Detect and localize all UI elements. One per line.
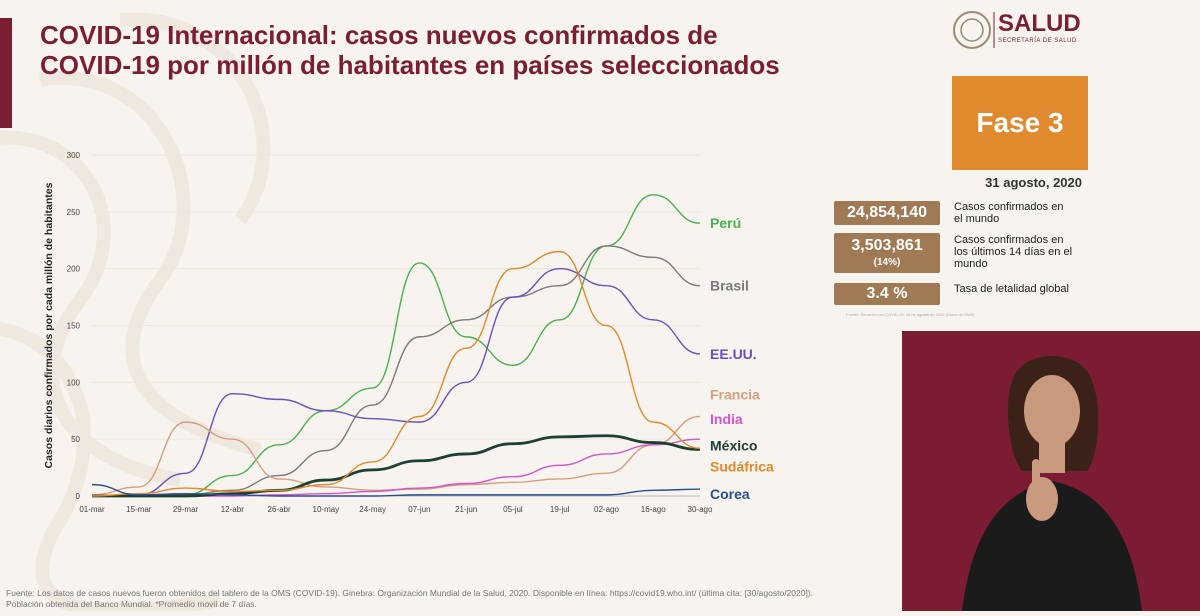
line-chart: 0 50 100 150 200 250 300 01-mar 15-mar 29-mar 12-a…	[43, 151, 774, 514]
y-tick-label: 50	[71, 435, 80, 444]
x-tick-label: 29-mar	[173, 505, 199, 514]
stat-recent-cases-value: 3,503,861	[851, 237, 923, 254]
series-line-Sudáfrica	[91, 250, 701, 497]
stat-source: Fuente: Situación por COVID-19, 30 de ag…	[846, 312, 975, 317]
series-label: Francia	[710, 386, 760, 402]
series-label: México	[710, 437, 757, 453]
x-tick-label: 24-may	[359, 505, 386, 514]
series-label: Brasil	[710, 278, 749, 294]
x-tick-label: 21-jun	[455, 505, 477, 514]
series-line-Perú	[92, 194, 701, 497]
series-label: Sudáfrica	[710, 458, 774, 474]
logo-text: SALUD	[998, 10, 1081, 37]
series-label: EE.UU.	[710, 346, 757, 362]
x-tick-label: 12-abr	[221, 505, 244, 514]
y-tick-label: 300	[67, 151, 81, 160]
stat-world-cases-value: 24,854,140	[834, 201, 940, 225]
series-line-EE.UU.	[91, 267, 701, 497]
series-line-Brasil	[92, 245, 701, 497]
interpreter-figure	[962, 356, 1142, 611]
series-label: India	[710, 411, 743, 427]
phase-badge: Fase 3	[952, 76, 1088, 170]
x-tick-label: 30-ago	[688, 505, 713, 514]
series-line-Corea	[91, 483, 701, 497]
x-tick-label: 07-jun	[408, 505, 430, 514]
footer-line-2: Población obtenida del Banco Mundial. *P…	[6, 599, 257, 609]
stat-recent-cases-box: 3,503,861 (14%)	[834, 233, 940, 273]
stat-recent-cases-label: Casos confirmados en los últimos 14 días…	[954, 234, 1073, 270]
x-tick-label: 26-abr	[268, 505, 291, 514]
title-line-1: COVID-19 Internacional: casos nuevos con…	[40, 20, 718, 50]
title-line-2: COVID-19 por millón de habitantes en paí…	[40, 50, 780, 80]
y-tick-label: 250	[67, 208, 81, 217]
stat-recent-cases-percent: (14%)	[873, 257, 901, 268]
x-tick-label: 05-jul	[503, 505, 523, 514]
slide-title: COVID-19 Internacional: casos nuevos con…	[40, 20, 900, 80]
x-tick-label: 02-ago	[594, 505, 619, 514]
x-tick-label: 01-mar	[79, 505, 105, 514]
x-tick-label: 10-may	[313, 505, 340, 514]
footer-line-1: Fuente: Los datos de casos nuevos fueron…	[6, 588, 814, 598]
sign-language-interpreter-panel	[902, 331, 1200, 611]
accent-bar	[0, 18, 12, 128]
stat-lethality-value: 3.4 %	[834, 283, 940, 305]
x-tick-label: 19-jul	[550, 505, 570, 514]
series-line-México	[92, 434, 701, 498]
stat-world-cases-label: Casos confirmados en el mundo	[954, 201, 1064, 225]
x-tick-label: 15-mar	[126, 505, 152, 514]
seal-logo-icon	[953, 11, 995, 49]
y-tick-label: 150	[67, 322, 81, 331]
report-date: 31 agosto, 2020	[985, 175, 1082, 190]
y-tick-label: 100	[67, 378, 81, 387]
series-line-Francia	[91, 415, 701, 496]
series-label: Corea	[710, 486, 750, 502]
stat-lethality-label: Tasa de letalidad global	[954, 283, 1069, 295]
y-tick-label: 0	[76, 492, 81, 501]
logo-subtitle: SECRETARÍA DE SALUD	[998, 38, 1077, 44]
background-watermark	[0, 0, 440, 616]
y-tick-label: 200	[67, 265, 81, 274]
series-label: Perú	[710, 215, 741, 231]
y-axis-label: Casos diarios confirmados por cada milló…	[43, 182, 55, 468]
footer-source: Fuente: Los datos de casos nuevos fueron…	[6, 588, 896, 610]
x-tick-label: 16-ago	[641, 505, 666, 514]
